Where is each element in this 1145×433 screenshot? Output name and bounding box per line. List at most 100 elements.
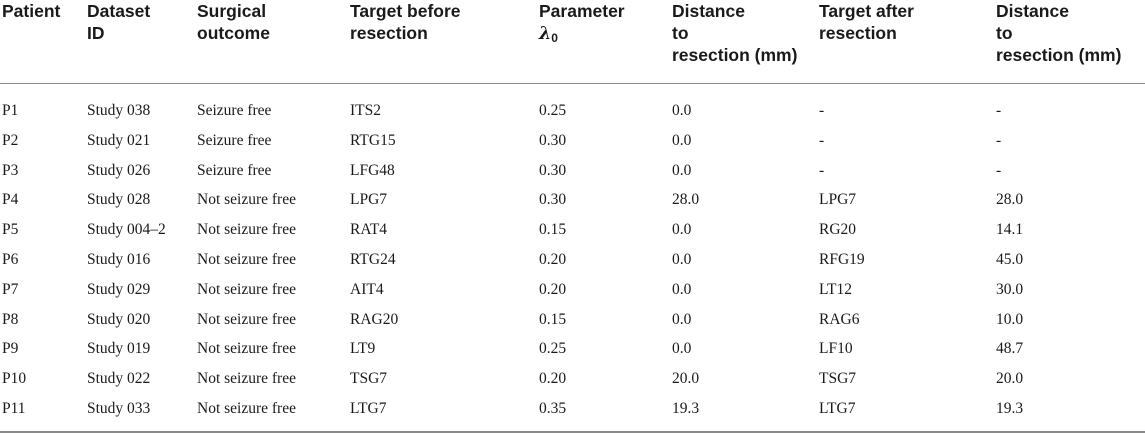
- cell-parameter: 0.30: [539, 191, 567, 209]
- cell-distance-before: 0.0: [672, 221, 692, 239]
- cell-parameter: 0.20: [539, 250, 567, 268]
- table-row: P2 Study 021 Seizure free RTG15 0.30 0.0 - -: [0, 126, 1145, 156]
- cell-distance-after: 10.0: [996, 310, 1024, 328]
- header-target-before: Target before resection: [348, 0, 537, 84]
- cell-parameter: 0.20: [539, 370, 567, 388]
- cell-patient: P8: [2, 310, 19, 328]
- cell-surgical-outcome: Not seizure free: [197, 191, 296, 209]
- header-line: to: [672, 23, 689, 43]
- cell-distance-before: 0.0: [672, 161, 692, 179]
- cell-dataset-id: Study 016: [87, 250, 151, 268]
- cell-dataset-id: Study 019: [87, 340, 151, 358]
- cell-dataset-id: Study 026: [87, 161, 151, 179]
- cell-parameter: 0.30: [539, 161, 567, 179]
- cell-target-before: LT9: [350, 340, 376, 358]
- cell-target-after: LPG7: [819, 191, 857, 209]
- cell-target-before: RTG24: [350, 250, 396, 268]
- cell-patient: P7: [2, 280, 19, 298]
- cell-target-after: RG20: [819, 221, 857, 239]
- bottom-rule: [0, 431, 1145, 433]
- cell-distance-before: 0.0: [672, 250, 692, 268]
- cell-target-after: -: [819, 161, 825, 179]
- header-line: outcome: [197, 23, 270, 43]
- cell-target-before: LPG7: [350, 191, 388, 209]
- cell-target-after: -: [819, 131, 825, 149]
- cell-distance-after: 48.7: [996, 340, 1024, 358]
- cell-dataset-id: Study 028: [87, 191, 151, 209]
- cell-target-after: LF10: [819, 340, 853, 358]
- header-line: Distance: [996, 1, 1069, 21]
- cell-distance-before: 0.0: [672, 310, 692, 328]
- cell-surgical-outcome: Not seizure free: [197, 370, 296, 388]
- cell-surgical-outcome: Not seizure free: [197, 221, 296, 239]
- header-line: resection (mm): [672, 45, 798, 65]
- cell-dataset-id: Study 022: [87, 370, 151, 388]
- header-distance-before: Distance to resection (mm): [670, 0, 817, 84]
- cell-target-after: LT12: [819, 280, 853, 298]
- cell-target-before: RTG15: [350, 131, 396, 149]
- cell-distance-before: 0.0: [672, 131, 692, 149]
- cell-patient: P4: [2, 191, 19, 209]
- cell-parameter: 0.25: [539, 102, 567, 119]
- cell-distance-before: 20.0: [672, 370, 700, 388]
- cell-patient: P1: [2, 102, 19, 119]
- header-line: Target after: [819, 1, 914, 21]
- cell-distance-before: 28.0: [672, 191, 700, 209]
- cell-patient: P6: [2, 250, 19, 268]
- table-body: P1 Study 038 Seizure free ITS2 0.25 0.0 - - P2 St…: [0, 84, 1145, 424]
- cell-surgical-outcome: Not seizure free: [197, 310, 296, 328]
- cell-distance-after: 45.0: [996, 250, 1024, 268]
- cell-surgical-outcome: Seizure free: [197, 161, 272, 179]
- cell-dataset-id: Study 004–2: [87, 221, 166, 239]
- header-line: ID: [87, 23, 105, 43]
- cell-distance-before: 0.0: [672, 340, 692, 358]
- header-line: resection (mm): [996, 45, 1122, 65]
- cell-patient: P10: [2, 370, 27, 388]
- cell-dataset-id: Study 020: [87, 310, 151, 328]
- cell-parameter: 0.15: [539, 221, 567, 239]
- header-target-after: Target after resection: [817, 0, 994, 84]
- header-line: Target before: [350, 1, 461, 21]
- cell-target-after: RFG19: [819, 250, 865, 268]
- header-distance-after: Distance to resection (mm): [994, 0, 1145, 84]
- cell-distance-after: -: [996, 161, 1002, 179]
- header-row: Patient Dataset ID Surgical outcome Targ…: [0, 0, 1145, 84]
- cell-distance-after: 20.0: [996, 370, 1024, 388]
- cell-target-before: ITS2: [350, 102, 381, 119]
- header-line: Dataset: [87, 1, 151, 21]
- cell-parameter: 0.25: [539, 340, 567, 358]
- cell-distance-before: 19.3: [672, 399, 700, 417]
- cell-patient: P3: [2, 161, 19, 179]
- header-line: Patient: [2, 1, 61, 21]
- table-row: P9 Study 019 Not seizure free LT9 0.25 0.0 LF1…: [0, 334, 1145, 364]
- header-dataset-id: Dataset ID: [85, 0, 195, 84]
- cell-distance-before: 0.0: [672, 102, 692, 119]
- table-row: P4 Study 028 Not seizure free LPG7 0.30 28.0 L…: [0, 185, 1145, 215]
- cell-distance-after: 30.0: [996, 280, 1024, 298]
- cell-distance-before: 0.0: [672, 280, 692, 298]
- cell-distance-after: 14.1: [996, 221, 1024, 239]
- cell-distance-after: 19.3: [996, 399, 1024, 417]
- cell-surgical-outcome: Not seizure free: [197, 340, 296, 358]
- table-header: Patient Dataset ID Surgical outcome Targ…: [0, 0, 1145, 84]
- cell-patient: P9: [2, 340, 19, 358]
- cell-patient: P2: [2, 131, 19, 149]
- header-surgical-outcome: Surgical outcome: [195, 0, 348, 84]
- cell-dataset-id: Study 021: [87, 131, 151, 149]
- cell-surgical-outcome: Seizure free: [197, 102, 272, 119]
- table-row: P6 Study 016 Not seizure free RTG24 0.20 0.0 R…: [0, 245, 1145, 275]
- cell-target-before: LTG7: [350, 399, 387, 417]
- cell-patient: P5: [2, 221, 19, 239]
- header-line: to: [996, 23, 1013, 43]
- cell-parameter: 0.20: [539, 280, 567, 298]
- cell-target-before: RAG20: [350, 310, 399, 328]
- header-symbol-line: λ0: [539, 22, 666, 49]
- cell-surgical-outcome: Not seizure free: [197, 250, 296, 268]
- cell-dataset-id: Study 038: [87, 102, 151, 119]
- cell-target-after: -: [819, 102, 825, 119]
- cell-target-after: LTG7: [819, 399, 856, 417]
- header-line: resection: [819, 23, 897, 43]
- header-line: Surgical: [197, 1, 267, 21]
- header-parameter: Parameter λ0: [537, 0, 670, 84]
- cell-target-before: AIT4: [350, 280, 384, 298]
